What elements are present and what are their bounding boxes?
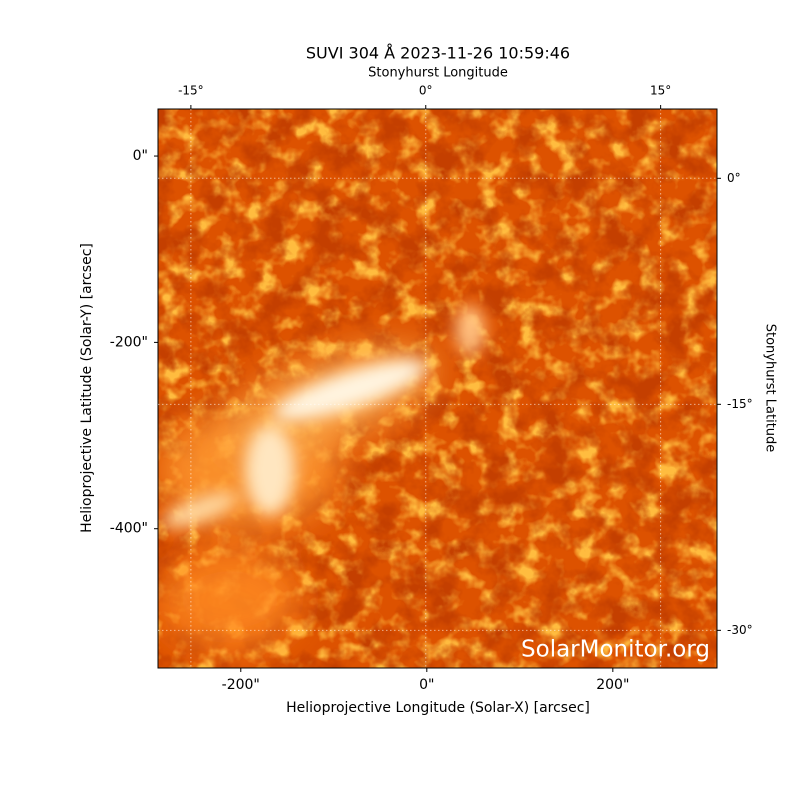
x2-tick-label: 15° [650, 84, 671, 98]
y2-axis-label: Stonyhurst Latitude [763, 324, 778, 453]
y2-tick-label: 0° [727, 171, 741, 185]
y-tick-label: 0" [133, 148, 148, 164]
y-tick-label: -200" [110, 334, 148, 350]
axes-frame [157, 108, 718, 669]
x-tick-label: -200" [222, 677, 260, 693]
solar-image: SolarMonitor.org [158, 109, 717, 668]
chart-title: SUVI 304 Å 2023-11-26 10:59:46 [306, 44, 570, 63]
y-axis-label: Helioprojective Latitude (Solar-Y) [arcs… [79, 243, 95, 533]
x2-tick-label: 0° [419, 84, 433, 98]
x-tick-label: 200" [596, 677, 629, 693]
watermark: SolarMonitor.org [521, 637, 710, 663]
x-axis-label: Helioprojective Longitude (Solar-X) [arc… [286, 700, 590, 716]
x2-axis-label: Stonyhurst Longitude [368, 66, 508, 81]
y2-tick-label: -30° [727, 623, 753, 637]
x-tick-label: 0" [419, 677, 434, 693]
y-tick-label: -400" [110, 521, 148, 537]
x2-tick-label: -15° [178, 84, 204, 98]
y2-tick-label: -15° [727, 397, 753, 411]
